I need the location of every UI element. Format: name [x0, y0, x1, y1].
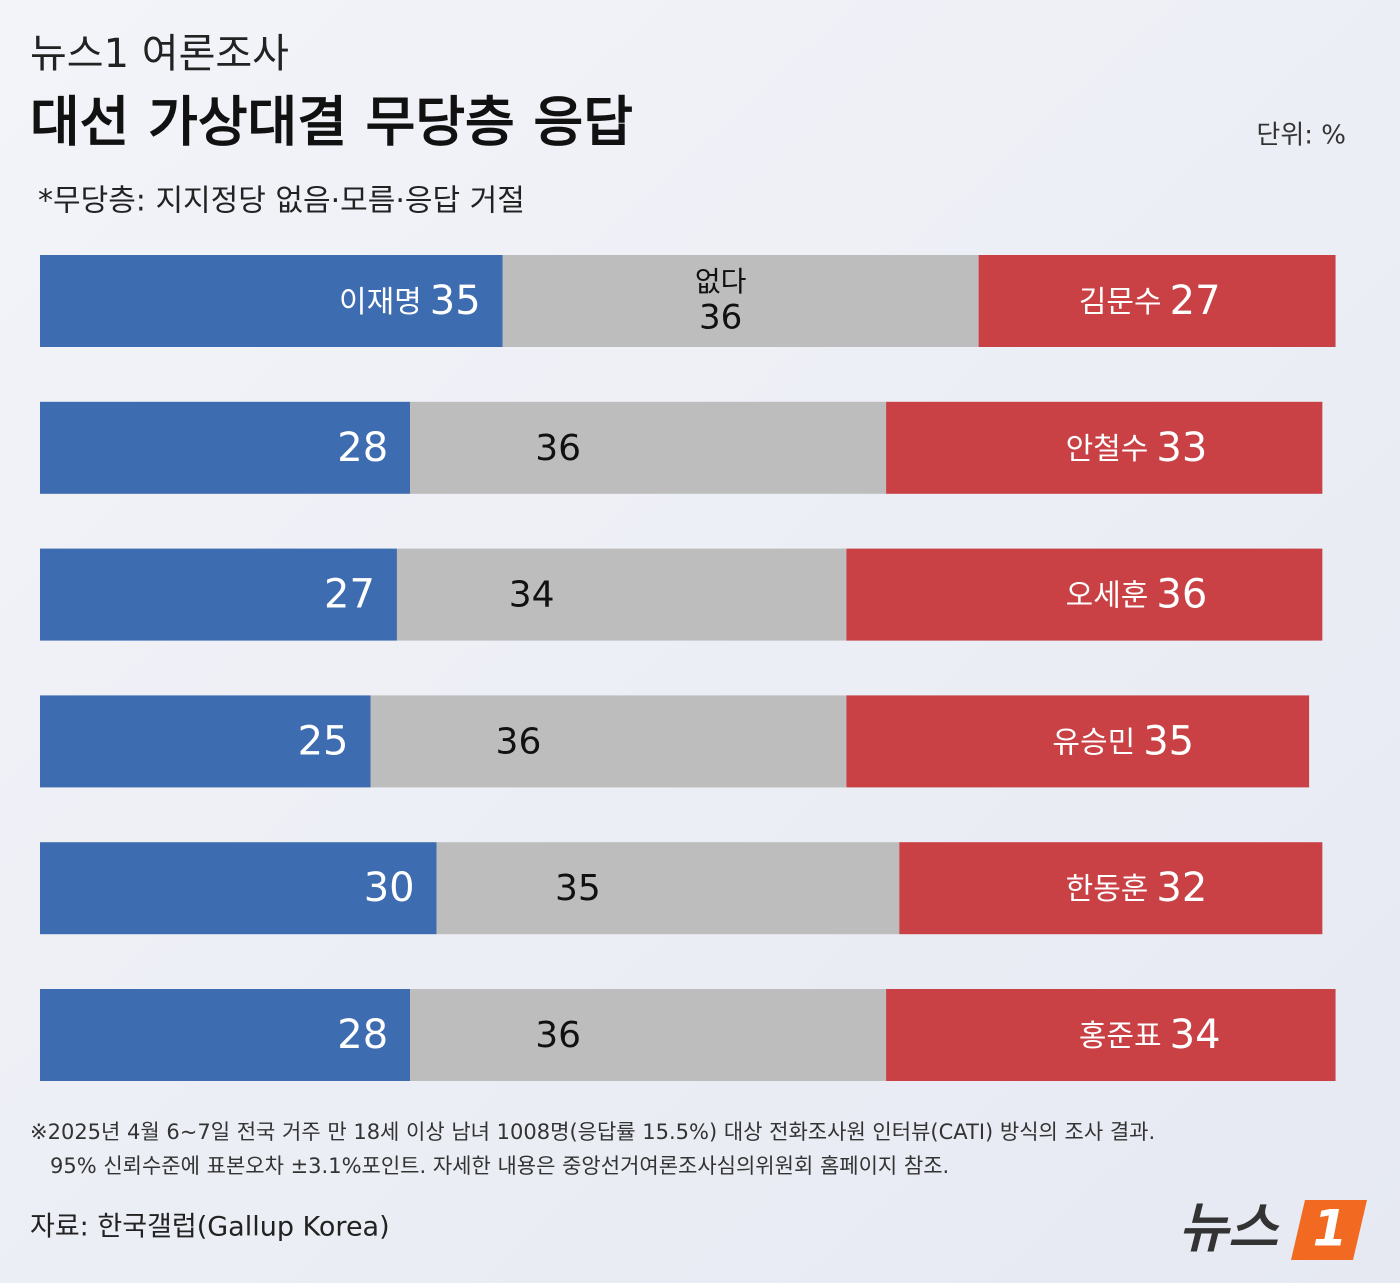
logo-mark: 1: [1313, 1200, 1348, 1258]
value-label: 오세훈 36: [1066, 572, 1208, 618]
value: 28: [337, 1012, 388, 1058]
value: 28: [337, 425, 388, 471]
series-name: 없다: [695, 265, 747, 298]
logo-text: 뉴스: [1179, 1197, 1281, 1260]
value: 32: [1156, 865, 1207, 911]
category-label: 오세훈: [1066, 578, 1149, 613]
value: 35: [1143, 718, 1194, 764]
bar-segment: [436, 842, 900, 935]
value: 30: [364, 865, 415, 911]
value-label: 36: [535, 428, 581, 469]
value-label: 안철수 33: [1066, 425, 1208, 471]
bar-segment: [899, 842, 1323, 935]
category-label: 김문수: [1079, 285, 1162, 320]
bar-segment: [502, 255, 979, 347]
value-label: 36: [496, 721, 542, 762]
value-label: 한동훈 32: [1066, 865, 1208, 911]
value-label: 25: [298, 718, 349, 764]
source: 자료: 한국갤럽(Gallup Korea): [30, 1212, 390, 1243]
value: 35: [430, 278, 481, 324]
value-label: 28: [337, 1012, 388, 1058]
bar-segment: [40, 255, 503, 347]
value: 34: [1170, 1012, 1221, 1058]
bar-segment: [40, 842, 437, 935]
bar-segment: [978, 255, 1336, 347]
value-label: 35: [555, 868, 601, 909]
note: 95% 신뢰수준에 표본오차 ±3.1%포인트. 자세한 내용은 중앙선거여론조…: [50, 1154, 949, 1178]
logo-mark-bg: [1291, 1200, 1367, 1260]
value-label: 36: [535, 1015, 581, 1056]
bar-segment: [40, 695, 371, 788]
chart-title: 대선 가상대결 무당층 응답: [30, 91, 633, 154]
series-name: 이재명: [339, 285, 422, 320]
value: 33: [1156, 425, 1207, 471]
value-label: 28: [337, 425, 388, 471]
bar-segment: [886, 401, 1323, 494]
bar-segment: [886, 989, 1336, 1081]
value-label: 30: [364, 865, 415, 911]
value: 27: [324, 572, 375, 618]
value: 27: [1170, 278, 1221, 324]
category-label: 한동훈: [1066, 872, 1149, 907]
category-label: 유승민: [1052, 725, 1135, 760]
value-label: 27: [324, 572, 375, 618]
category-label: 안철수: [1066, 431, 1149, 466]
bar-segment: [370, 695, 847, 788]
bar-segment: [40, 989, 411, 1081]
bar-segment: [846, 695, 1310, 788]
unit: 단위: %: [1256, 121, 1346, 151]
value-label: 36: [699, 298, 742, 338]
category-label: 홍준표: [1079, 1019, 1162, 1054]
value: 36: [1156, 572, 1207, 618]
subtitle: *무당층: 지지정당 없음·모름·응답 거절: [38, 184, 525, 219]
bar-segment: [40, 548, 397, 641]
bar-segment: [410, 401, 887, 494]
note: ※2025년 4월 6~7일 전국 거주 만 18세 이상 남녀 1008명(응…: [30, 1120, 1155, 1144]
bar-segment: [40, 401, 411, 494]
value-label: 홍준표 34: [1079, 1012, 1221, 1058]
bar-segment: [410, 989, 887, 1081]
value-label: 유승민 35: [1052, 718, 1194, 764]
value-label: 김문수 27: [1079, 278, 1221, 324]
bar-segment: [846, 548, 1323, 641]
value-label: 34: [509, 575, 555, 616]
bar-segment: [396, 548, 847, 641]
kicker: 뉴스1 여론조사: [30, 31, 289, 77]
value-label: 이재명 35: [339, 278, 481, 324]
value: 25: [298, 718, 349, 764]
